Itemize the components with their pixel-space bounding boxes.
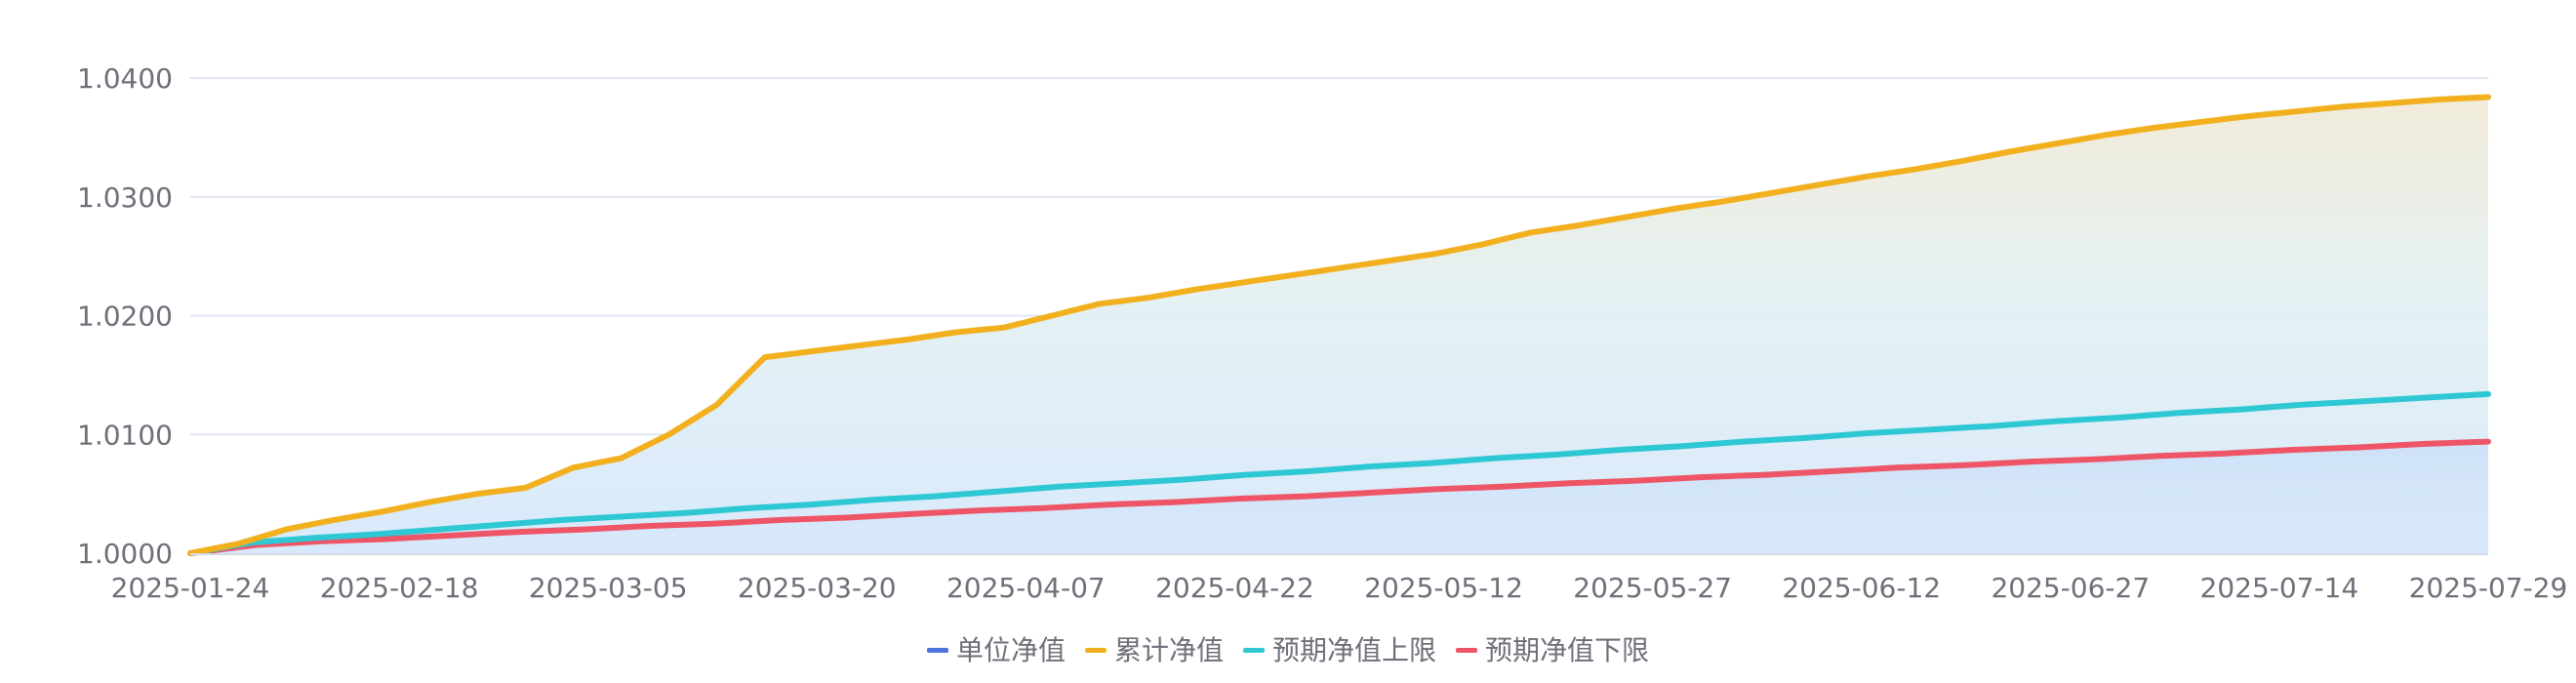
x-tick-label: 2025-06-27 [1991,572,2150,604]
y-tick-label: 1.0300 [77,181,173,214]
y-axis: 1.0000 1.0100 1.0200 1.0300 1.0400 [77,62,173,570]
x-tick-label: 2025-05-27 [1573,572,1732,604]
x-tick-label: 2025-07-29 [2409,572,2568,604]
legend-swatch [1456,648,1477,653]
legend-label: 累计净值 [1114,634,1224,666]
legend-label: 单位净值 [956,634,1066,666]
y-tick-label: 1.0200 [77,301,173,333]
y-tick-label: 1.0100 [77,419,173,451]
legend-expected-lower[interactable]: 预期净值下限 [1456,634,1649,666]
series-lines [187,94,2491,556]
expected-upper-line[interactable] [187,390,2491,556]
x-axis: 2025-01-24 2025-02-18 2025-03-05 2025-03-20… [111,553,2568,604]
cumulative-nav-line[interactable] [187,94,2491,556]
legend-swatch [927,648,948,653]
legend-expected-upper[interactable]: 预期净值上限 [1243,634,1436,666]
legend-cumulative-nav[interactable]: 累计净值 [1085,634,1224,666]
legend-swatch [1243,648,1265,653]
legend-label: 预期净值上限 [1272,634,1436,666]
x-tick-label: 2025-02-18 [320,572,479,604]
legend-swatch [1085,648,1107,653]
expected-lower-line[interactable] [187,438,2491,556]
x-tick-label: 2025-04-07 [946,572,1106,604]
y-tick-label: 1.0000 [77,538,173,570]
x-tick-label: 2025-07-14 [2200,572,2359,604]
x-tick-label: 2025-03-20 [738,572,897,604]
legend[interactable]: 单位净值 累计净值 预期净值上限 预期净值下限 [927,634,1649,666]
y-tick-label: 1.0400 [77,62,173,95]
x-tick-label: 2025-05-12 [1364,572,1523,604]
x-tick-label: 2025-03-05 [529,572,688,604]
x-tick-label: 2025-06-12 [1782,572,1941,604]
cumulative-nav-area [190,97,2488,553]
x-tick-label: 2025-01-24 [111,572,270,604]
x-tick-label: 2025-04-22 [1155,572,1314,604]
legend-label: 预期净值下限 [1485,634,1649,666]
legend-unit-nav[interactable]: 单位净值 [927,634,1066,666]
